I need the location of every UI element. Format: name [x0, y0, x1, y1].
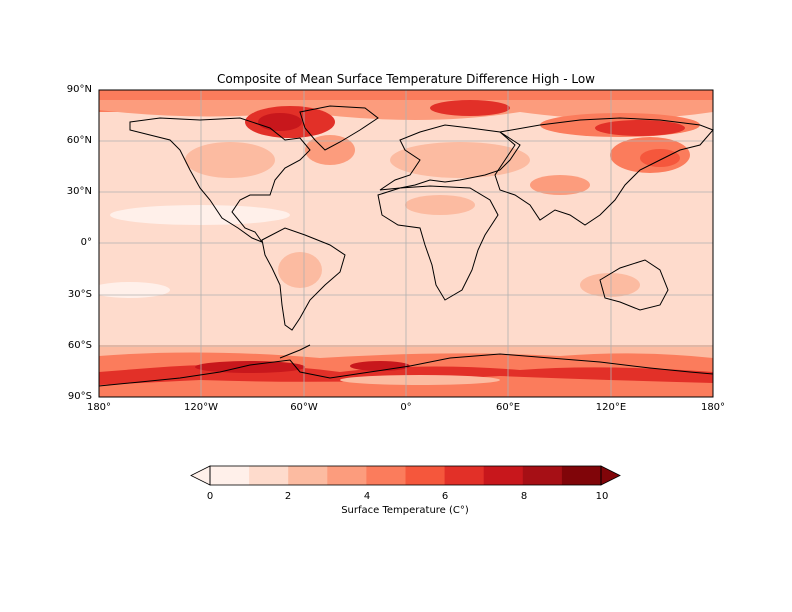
- lon-tick-label: 180°: [700, 402, 726, 413]
- colorbar-segment: [444, 466, 485, 485]
- lat-tick-label: 90°N: [66, 84, 92, 95]
- lat-tick-label: 60°N: [66, 135, 92, 146]
- colorbar-tick-label: 10: [595, 491, 609, 502]
- colorbar-extend-max: [600, 465, 621, 486]
- colorbar-label: Surface Temperature (C°): [341, 505, 469, 516]
- temperature-field: [99, 90, 713, 397]
- lat-tick-label: 90°S: [67, 391, 92, 402]
- colorbar-segment: [327, 466, 367, 485]
- lon-tick-label: 60°W: [290, 402, 318, 413]
- colorbar-segment: [210, 466, 250, 485]
- colorbar-segment: [288, 466, 328, 485]
- lon-tick-label: 120°W: [184, 402, 218, 413]
- plot-title: Composite of Mean Surface Temperature Di…: [217, 72, 595, 86]
- lon-tick-label: 180°: [86, 402, 112, 413]
- colorbar-segment: [249, 466, 289, 485]
- lat-tick-label: 30°S: [67, 289, 92, 300]
- colorbar-tick-label: 2: [284, 491, 292, 502]
- colorbar-tick-label: 8: [520, 491, 528, 502]
- lat-tick-label: 0°: [80, 237, 92, 248]
- colorbar-segment: [522, 466, 563, 485]
- colorbar-tick-label: 4: [363, 491, 371, 502]
- lon-tick-label: 120°E: [595, 402, 627, 413]
- colorbar-extend-min: [190, 465, 211, 486]
- colorbar-segment: [483, 466, 524, 485]
- lat-tick-label: 60°S: [67, 340, 92, 351]
- colorbar: [190, 465, 621, 486]
- colorbar-segment: [405, 466, 446, 485]
- colorbar-segment: [366, 466, 406, 485]
- colorbar-frame: [209, 465, 602, 486]
- colorbar-tick-label: 6: [441, 491, 449, 502]
- coastlines: [98, 105, 714, 387]
- gridlines: [99, 90, 713, 397]
- lon-tick-label: 0°: [400, 402, 412, 413]
- colorbar-tick-label: 0: [206, 491, 214, 502]
- colorbar-segment: [561, 466, 602, 485]
- lat-tick-label: 30°N: [66, 186, 92, 197]
- map-frame: [98, 89, 714, 398]
- lon-tick-label: 60°E: [495, 402, 521, 413]
